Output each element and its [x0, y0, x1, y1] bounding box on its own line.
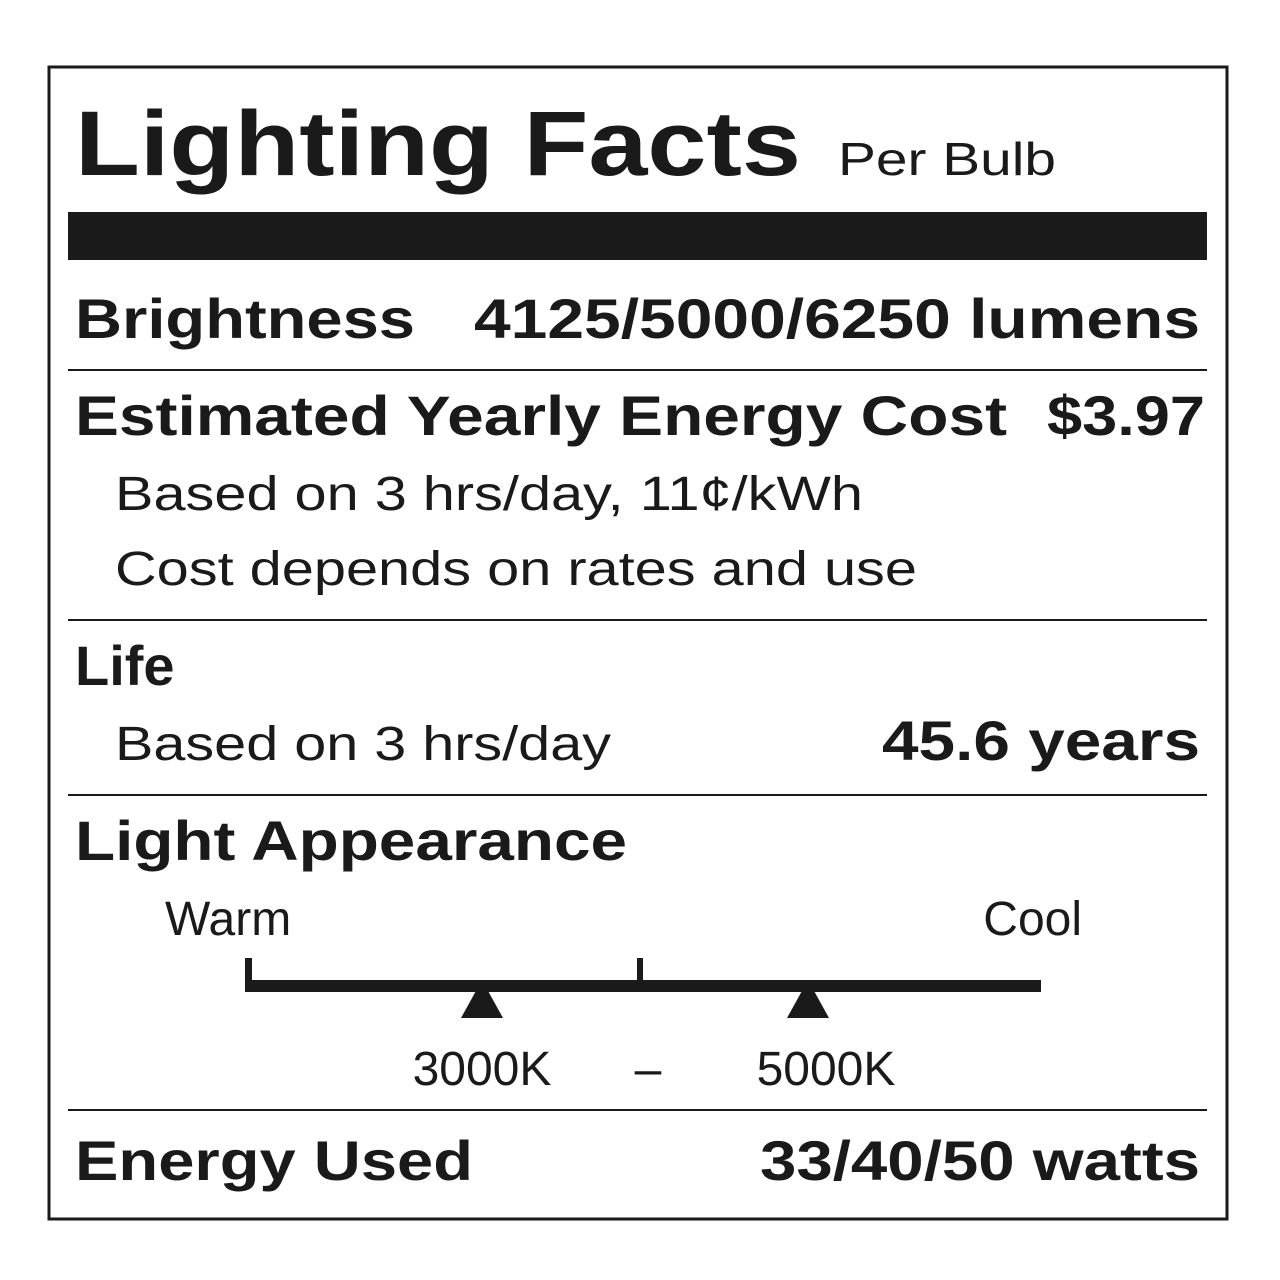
- brightness-value: 4125/5000/6250 lumens: [474, 287, 1200, 350]
- marker: [461, 980, 503, 1018]
- appearance-label: Light Appearance: [75, 809, 627, 872]
- cost-value: $3.97: [1047, 384, 1205, 447]
- cost-note: Based on 3 hrs/day, 11¢/kWh: [115, 468, 863, 521]
- life-note: Based on 3 hrs/day: [115, 718, 611, 771]
- life-value: 45.6 years: [882, 709, 1200, 772]
- thick-rule: [68, 212, 1207, 260]
- subtitle: Per Bulb: [838, 133, 1056, 185]
- scale-tick: [637, 958, 643, 984]
- title: Lighting Facts: [75, 93, 801, 195]
- cost-label: Estimated Yearly Energy Cost: [75, 384, 1007, 447]
- cool-label: Cool: [983, 893, 1082, 946]
- scale-bar: [245, 980, 1041, 992]
- separator: –: [635, 1043, 662, 1096]
- cost-note: Cost depends on rates and use: [115, 543, 917, 596]
- energy-value: 33/40/50 watts: [760, 1129, 1200, 1192]
- high-temp: 5000K: [757, 1043, 896, 1096]
- warm-label: Warm: [165, 893, 291, 946]
- life-label: Life: [75, 634, 175, 697]
- scale-tick: [245, 958, 252, 988]
- brightness-label: Brightness: [75, 287, 415, 350]
- low-temp: 3000K: [413, 1043, 552, 1096]
- energy-label: Energy Used: [75, 1129, 473, 1192]
- marker: [787, 980, 829, 1018]
